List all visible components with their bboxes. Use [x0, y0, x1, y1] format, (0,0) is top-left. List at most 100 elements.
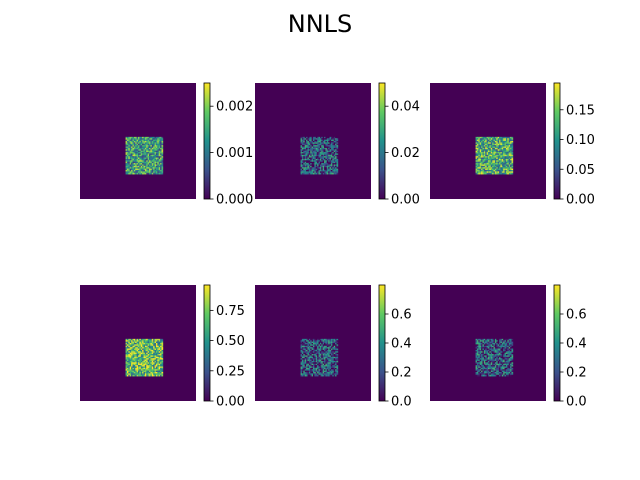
heatmap-cell — [330, 160, 333, 163]
heatmap-cell — [303, 374, 306, 377]
heatmap-cell — [153, 143, 155, 146]
heatmap-cell — [481, 149, 483, 151]
heatmap-cell — [335, 354, 337, 356]
heatmap-cell — [157, 341, 160, 344]
heatmap-cell — [317, 369, 319, 371]
heatmap-cell — [304, 349, 307, 352]
heatmap-cell — [147, 143, 150, 146]
heatmap-cell — [483, 338, 486, 341]
heatmap-cell — [479, 372, 482, 374]
heatmap-cell — [325, 150, 328, 153]
heatmap-cell — [499, 147, 501, 150]
heatmap-cell — [144, 138, 147, 140]
heatmap-cell — [324, 360, 326, 363]
heatmap-cell — [161, 167, 164, 169]
heatmap-cell — [313, 370, 315, 373]
heatmap-cell — [333, 136, 336, 139]
heatmap-cell — [508, 344, 511, 347]
heatmap-cell — [488, 365, 490, 367]
heatmap-cell — [303, 167, 306, 169]
heatmap-cell — [504, 348, 507, 351]
heatmap-cell — [510, 354, 512, 356]
panel-3: 0.000.050.100.15 — [430, 82, 595, 208]
heatmap-cell — [317, 149, 319, 151]
heatmap-cell — [131, 359, 133, 362]
heatmap-cell — [476, 366, 479, 369]
heatmap-cell — [303, 360, 306, 363]
heatmap-cell — [151, 146, 154, 149]
heatmap-cell — [306, 340, 308, 342]
heatmap-cell — [138, 145, 140, 147]
heatmap-cell — [490, 345, 493, 348]
heatmap-cell — [486, 143, 489, 146]
heatmap-cell — [504, 340, 507, 342]
heatmap-cell — [153, 349, 155, 352]
heatmap-cell — [504, 167, 507, 169]
heatmap-cell — [317, 359, 319, 362]
heatmap-cell — [138, 150, 140, 153]
heatmap-cell — [128, 369, 131, 371]
heatmap-cell — [158, 365, 161, 367]
heatmap-cell — [133, 171, 136, 174]
heatmap-cell — [300, 157, 303, 160]
heatmap-cell — [315, 370, 318, 373]
heatmap-cell — [511, 167, 514, 169]
heatmap-cell — [306, 355, 308, 358]
heatmap-cell — [311, 136, 314, 139]
heatmap-cell — [508, 369, 511, 371]
heatmap-cell — [496, 341, 498, 344]
heatmap-cell — [306, 153, 308, 156]
heatmap-cell — [314, 351, 317, 353]
heatmap-cell — [504, 359, 507, 362]
heatmap-cell — [481, 150, 483, 153]
heatmap-cell — [303, 340, 306, 342]
heatmap-cell — [501, 158, 504, 161]
heatmap-cell — [151, 153, 154, 156]
heatmap-cell — [160, 352, 162, 355]
heatmap-cell — [308, 372, 311, 374]
heatmap-cell — [486, 167, 489, 169]
heatmap-cell — [125, 136, 128, 139]
heatmap-cell — [319, 343, 322, 345]
heatmap-cell — [128, 360, 131, 363]
heatmap-cell — [505, 374, 508, 377]
heatmap-cell — [310, 146, 312, 149]
heatmap-cell — [500, 354, 503, 356]
heatmap-cell — [328, 154, 330, 157]
heatmap-cell — [136, 354, 139, 356]
heatmap-cell — [150, 146, 153, 149]
heatmap-cell — [510, 167, 512, 169]
heatmap-cell — [507, 150, 510, 153]
heatmap-cell — [146, 157, 148, 160]
heatmap-cell — [139, 141, 142, 143]
heatmap-cell — [333, 154, 336, 157]
heatmap-cell — [330, 136, 333, 139]
heatmap-cell — [161, 356, 164, 359]
heatmap-cell — [303, 370, 306, 373]
heatmap-cell — [131, 167, 133, 169]
heatmap-cell — [308, 145, 311, 147]
heatmap-cell — [321, 343, 323, 345]
heatmap-cell — [154, 136, 157, 139]
heatmap-cell — [497, 348, 500, 351]
heatmap-cell — [507, 156, 510, 158]
heatmap-cell — [479, 358, 482, 360]
colorbar-tick-label: 0.10 — [566, 133, 595, 148]
heatmap-cell — [136, 145, 139, 147]
heatmap-cell — [490, 370, 493, 373]
heatmap-cell — [151, 156, 154, 158]
heatmap-cell — [324, 158, 326, 161]
heatmap-cell — [129, 147, 132, 150]
heatmap-cell — [494, 354, 497, 356]
heatmap-cell — [486, 171, 489, 174]
heatmap-cell — [143, 160, 146, 163]
heatmap-cell — [511, 358, 514, 360]
heatmap-cell — [493, 136, 496, 139]
heatmap-cell — [147, 360, 150, 363]
heatmap-cell — [138, 161, 140, 164]
heatmap-cell — [510, 147, 512, 150]
heatmap-cell — [315, 366, 318, 369]
heatmap-cell — [510, 153, 512, 156]
heatmap-cell — [308, 344, 311, 347]
